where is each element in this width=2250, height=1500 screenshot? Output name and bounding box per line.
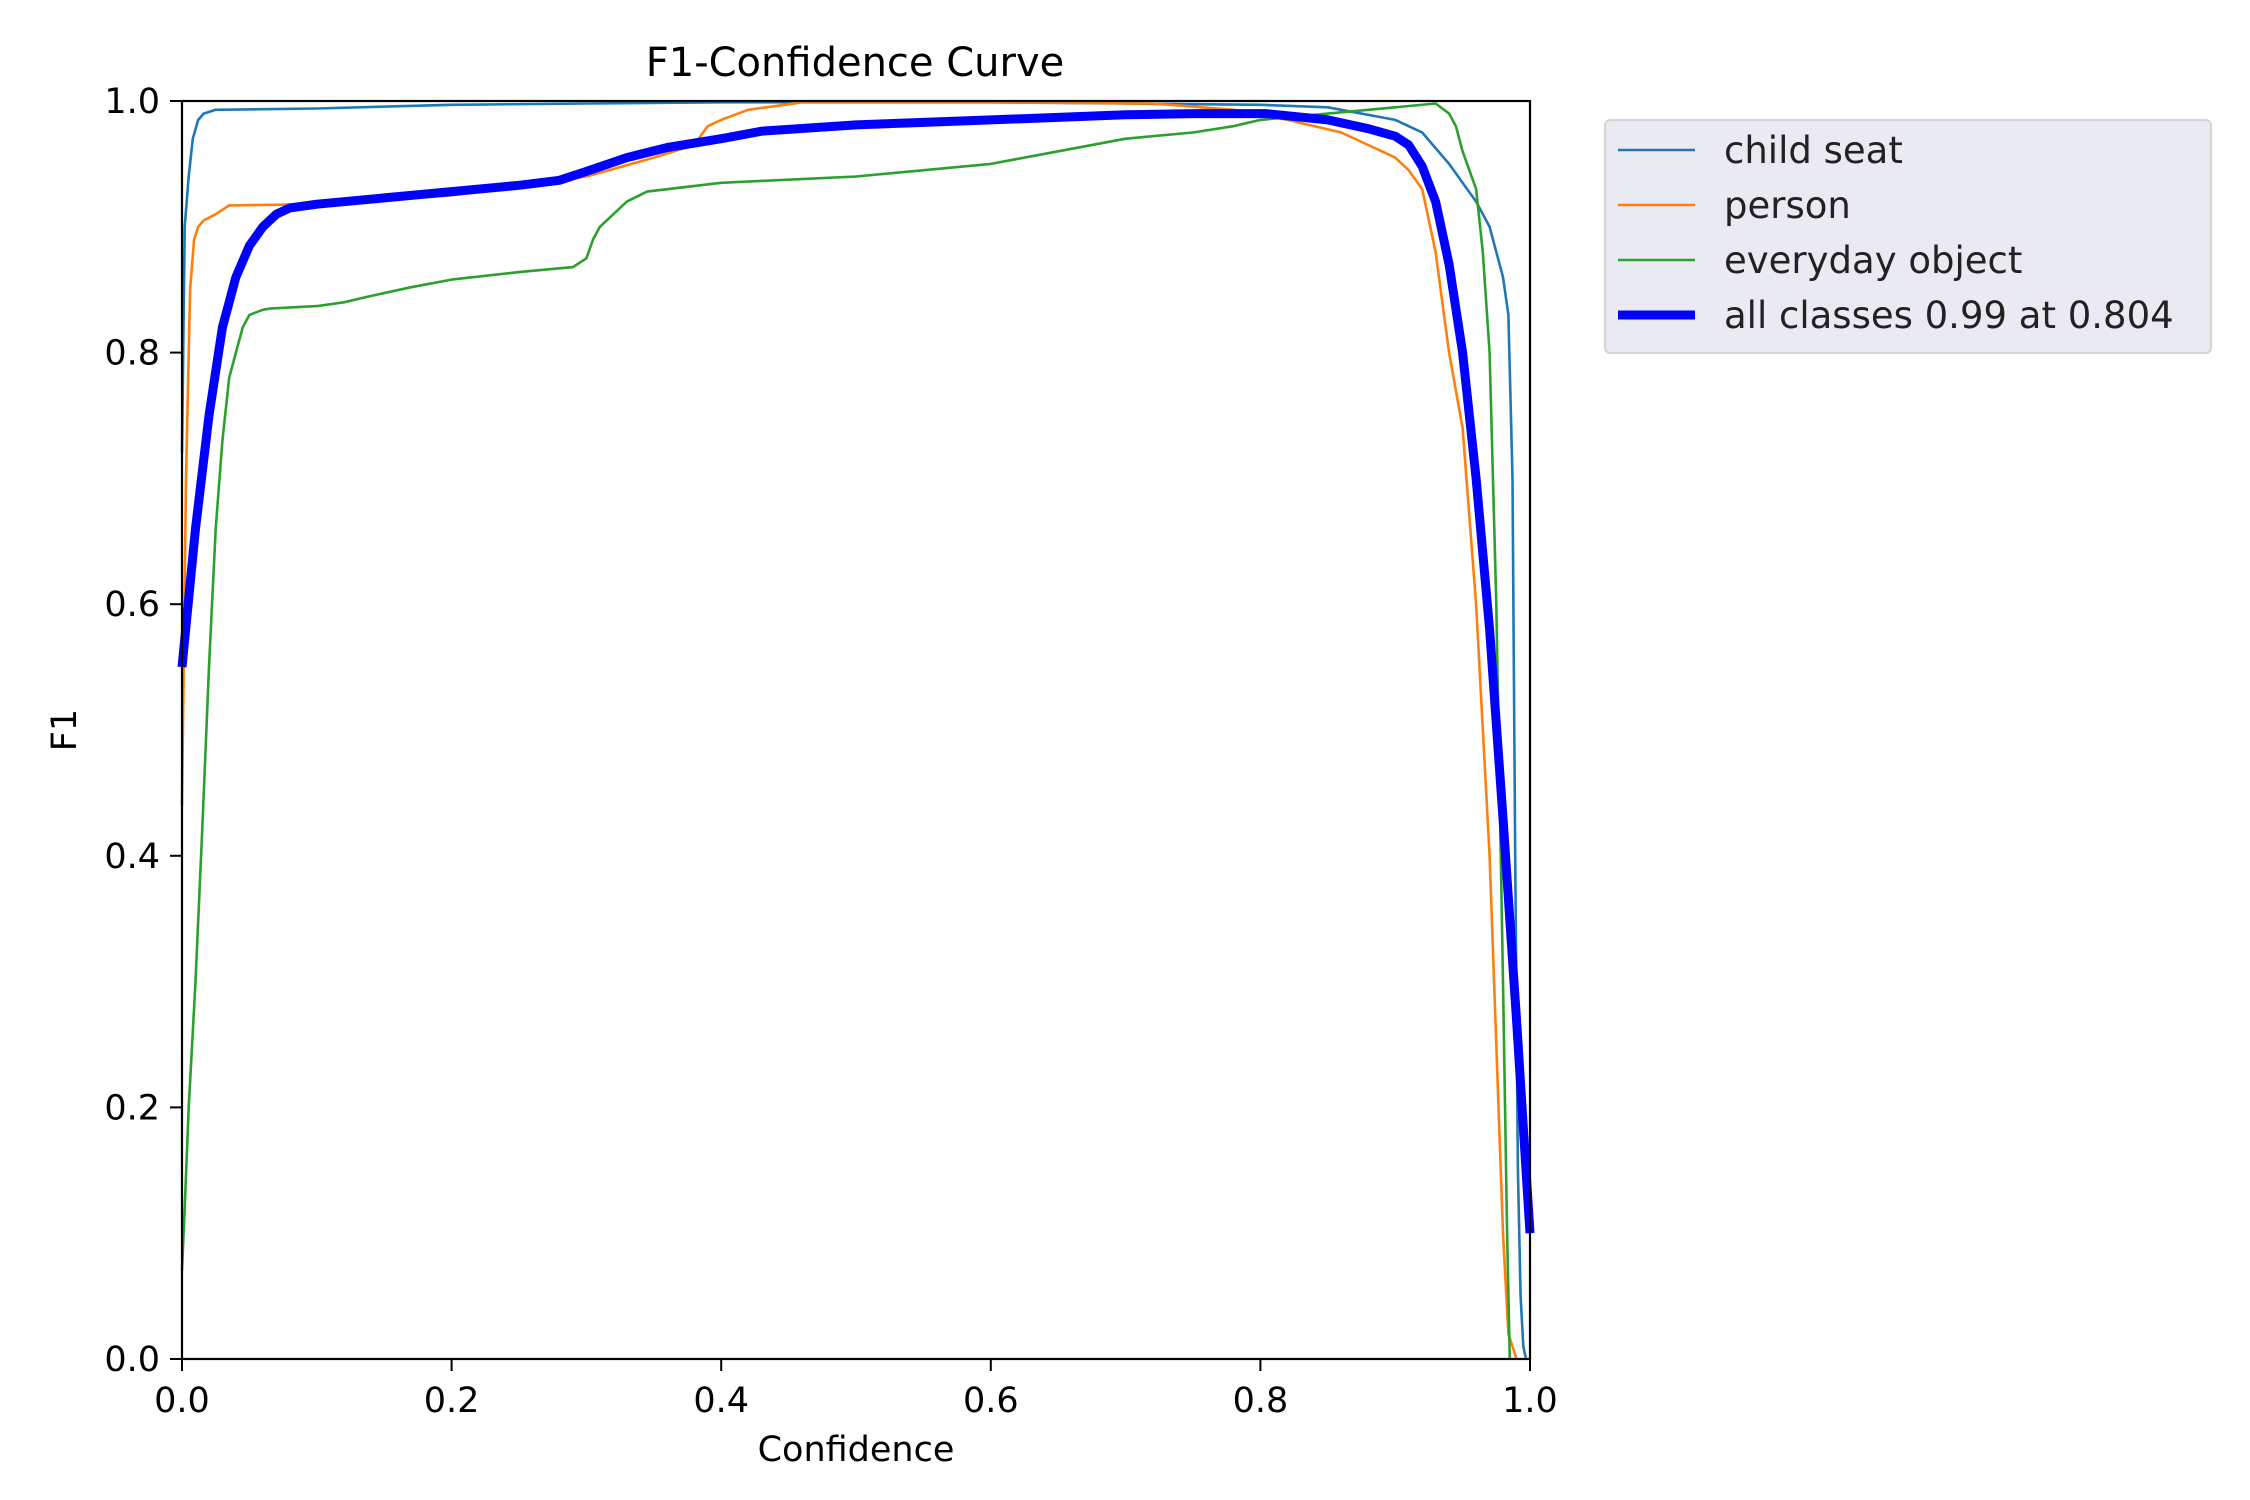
x-axis-label: Confidence xyxy=(758,1430,955,1470)
series-line-0 xyxy=(180,101,1528,1360)
y-tick-label: 0.2 xyxy=(104,1088,160,1128)
y-axis-ticks: 0.0 0.2 0.4 0.6 0.8 1.0 xyxy=(104,82,182,1380)
x-tick-label: 1.0 xyxy=(1502,1381,1558,1421)
series-layer xyxy=(177,101,1535,1360)
x-tick-label: 0.2 xyxy=(424,1381,480,1421)
legend: child seat person everyday object all class… xyxy=(1604,119,2212,354)
y-tick-label: 0.4 xyxy=(104,837,160,877)
y-tick-label: 0.0 xyxy=(104,1340,160,1380)
series-line-2 xyxy=(180,102,1512,1360)
y-tick-label: 1.0 xyxy=(104,82,160,122)
legend-label-2: everyday object xyxy=(1724,239,2022,282)
legend-label-0: child seat xyxy=(1724,129,1903,172)
x-axis-ticks: 0.0 0.2 0.4 0.6 0.8 1.0 xyxy=(154,1359,1558,1421)
y-tick-label: 0.8 xyxy=(104,334,160,374)
legend-box xyxy=(1604,119,2212,354)
chart-title: F1-Confidence Curve xyxy=(646,40,1065,86)
series-line-3 xyxy=(177,109,1535,1234)
legend-items: child seat person everyday object all class… xyxy=(1618,129,2174,337)
x-tick-label: 0.4 xyxy=(693,1381,749,1421)
y-axis-label: F1 xyxy=(45,709,85,751)
x-tick-label: 0.8 xyxy=(1233,1381,1289,1421)
legend-label-3: all classes 0.99 at 0.804 xyxy=(1724,294,2174,337)
x-tick-label: 0.0 xyxy=(154,1381,210,1421)
legend-label-1: person xyxy=(1724,184,1851,227)
series-line-1 xyxy=(180,101,1518,1360)
x-tick-label: 0.6 xyxy=(963,1381,1019,1421)
y-tick-label: 0.6 xyxy=(104,585,160,625)
plot-frame xyxy=(180,99,1532,1361)
